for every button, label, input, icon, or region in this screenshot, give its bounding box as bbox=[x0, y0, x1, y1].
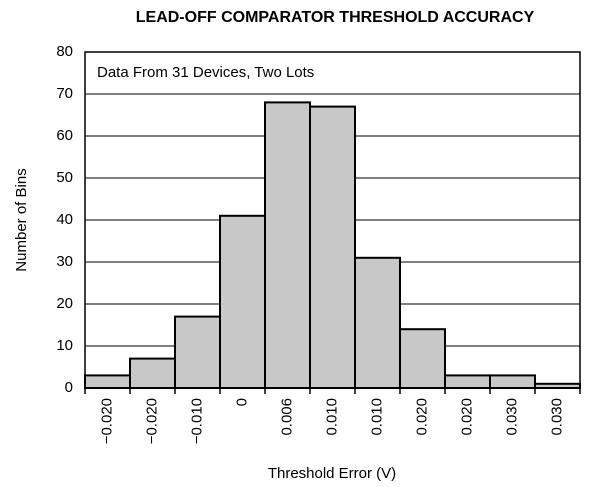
bar bbox=[174, 315, 221, 390]
chart-title: LEAD-OFF COMPARATOR THRESHOLD ACCURACY bbox=[136, 9, 535, 26]
x-tick-label: 0.010 bbox=[368, 398, 385, 436]
x-tick-label: 0 bbox=[233, 398, 250, 406]
x-tick-label: −0.020 bbox=[98, 398, 115, 444]
bar bbox=[489, 374, 536, 389]
y-axis-label: Number of Bins bbox=[13, 168, 30, 271]
y-tick-label: 30 bbox=[56, 253, 73, 270]
x-axis-label: Threshold Error (V) bbox=[268, 465, 396, 482]
y-tick-label: 20 bbox=[56, 295, 73, 312]
plot-frame bbox=[84, 51, 581, 389]
y-tick-label: 40 bbox=[56, 211, 73, 228]
y-tick-label: 70 bbox=[56, 85, 73, 102]
x-tick-label: 0.020 bbox=[458, 398, 475, 436]
x-tick-label: −0.020 bbox=[143, 398, 160, 444]
x-tick-label: 0.030 bbox=[548, 398, 565, 436]
annotation-box bbox=[86, 53, 306, 93]
x-tick-label: 0.010 bbox=[323, 398, 340, 436]
bar bbox=[129, 357, 176, 390]
y-tick-label: 80 bbox=[56, 43, 73, 60]
bar bbox=[84, 374, 131, 389]
y-tick-label: 50 bbox=[56, 169, 73, 186]
bar bbox=[444, 374, 491, 389]
annotation: Data From 31 Devices, Two Lots bbox=[97, 64, 314, 81]
x-tick-label: −0.010 bbox=[188, 398, 205, 444]
x-tick-label: 0.030 bbox=[503, 398, 520, 436]
bar bbox=[354, 256, 401, 389]
x-tick-label: 0.006 bbox=[278, 398, 295, 436]
bar bbox=[264, 101, 311, 390]
x-tick-label: 0.020 bbox=[413, 398, 430, 436]
y-tick-label: 10 bbox=[56, 337, 73, 354]
y-tick-label: 60 bbox=[56, 127, 73, 144]
bar bbox=[399, 328, 446, 390]
bar bbox=[219, 214, 266, 389]
bar bbox=[309, 105, 356, 389]
y-tick-label: 0 bbox=[65, 379, 73, 396]
